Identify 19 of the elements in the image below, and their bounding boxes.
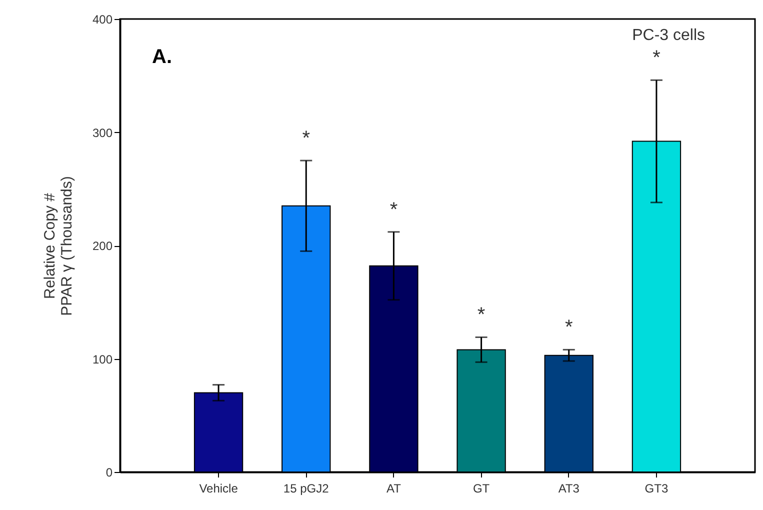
x-tick-label: GT3 — [644, 482, 668, 496]
annotation: * — [390, 198, 398, 221]
y-tick-label: 100 — [92, 352, 113, 366]
y-axis-title: Relative Copy # PPAR γ (Thousands) — [41, 176, 76, 316]
annotation: * — [302, 128, 310, 150]
x-tick-label: Vehicle — [199, 482, 238, 496]
x-tick-label: 15 pGJ2 — [283, 482, 330, 496]
annotation: * — [477, 304, 486, 326]
annotation: PC-3 cells — [632, 27, 705, 44]
x-tick-label: GT — [472, 482, 490, 496]
annotation: A. — [152, 46, 172, 68]
annotation: * — [652, 47, 661, 70]
y-tick-label: 400 — [92, 12, 113, 26]
annotation: * — [564, 316, 573, 339]
y-tick-label: 0 — [106, 466, 113, 480]
y-tick-label: 300 — [92, 126, 113, 140]
x-tick-label: AT — [386, 482, 402, 496]
x-tick-label: AT3 — [558, 482, 580, 496]
y-tick-label: 200 — [92, 239, 113, 253]
